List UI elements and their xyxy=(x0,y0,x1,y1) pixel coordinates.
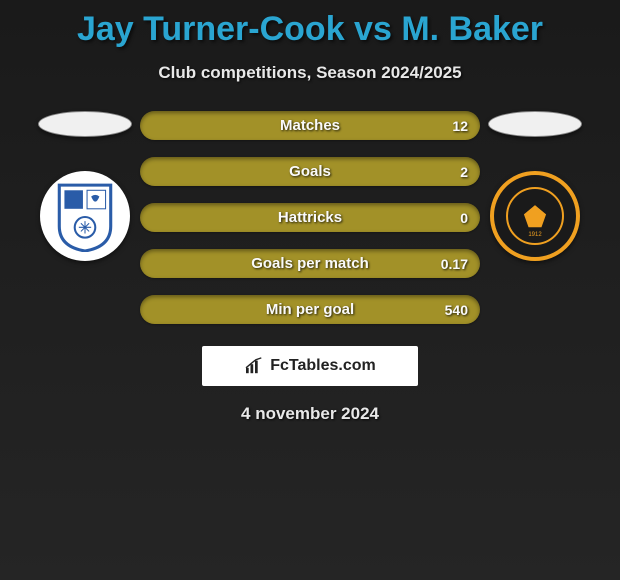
branding-badge: FcTables.com xyxy=(202,346,418,386)
badge-icon: 1912 xyxy=(505,186,565,246)
stat-value-right: 12 xyxy=(452,118,468,134)
branding-text: FcTables.com xyxy=(270,357,376,375)
flag-right xyxy=(488,111,582,137)
stat-bar: Hattricks 0 xyxy=(140,203,480,232)
stat-label: Min per goal xyxy=(266,301,354,318)
flag-left xyxy=(38,111,132,137)
stat-value-right: 2 xyxy=(460,164,468,180)
stat-bars: Matches 12 Goals 2 Hattricks 0 Goals per… xyxy=(140,111,480,324)
page-title: Jay Turner-Cook vs M. Baker xyxy=(0,0,620,49)
stat-bar: Matches 12 xyxy=(140,111,480,140)
left-player-column xyxy=(30,111,140,261)
stats-area: Matches 12 Goals 2 Hattricks 0 Goals per… xyxy=(0,111,620,324)
stat-value-right: 0.17 xyxy=(441,256,468,272)
stat-bar: Goals 2 xyxy=(140,157,480,186)
right-player-column: 1912 xyxy=(480,111,590,261)
stat-bar: Min per goal 540 xyxy=(140,295,480,324)
stat-label: Goals per match xyxy=(251,255,369,272)
stat-bar: Goals per match 0.17 xyxy=(140,249,480,278)
date-text: 4 november 2024 xyxy=(0,404,620,424)
stat-label: Hattricks xyxy=(278,209,342,226)
stat-label: Matches xyxy=(280,117,340,134)
shield-icon xyxy=(49,180,121,252)
chart-icon xyxy=(244,357,266,375)
stat-value-right: 0 xyxy=(460,210,468,226)
club-crest-right: 1912 xyxy=(490,171,580,261)
subtitle: Club competitions, Season 2024/2025 xyxy=(0,63,620,83)
club-crest-left xyxy=(40,171,130,261)
svg-text:1912: 1912 xyxy=(528,232,542,238)
stat-value-right: 540 xyxy=(445,302,468,318)
stat-label: Goals xyxy=(289,163,331,180)
